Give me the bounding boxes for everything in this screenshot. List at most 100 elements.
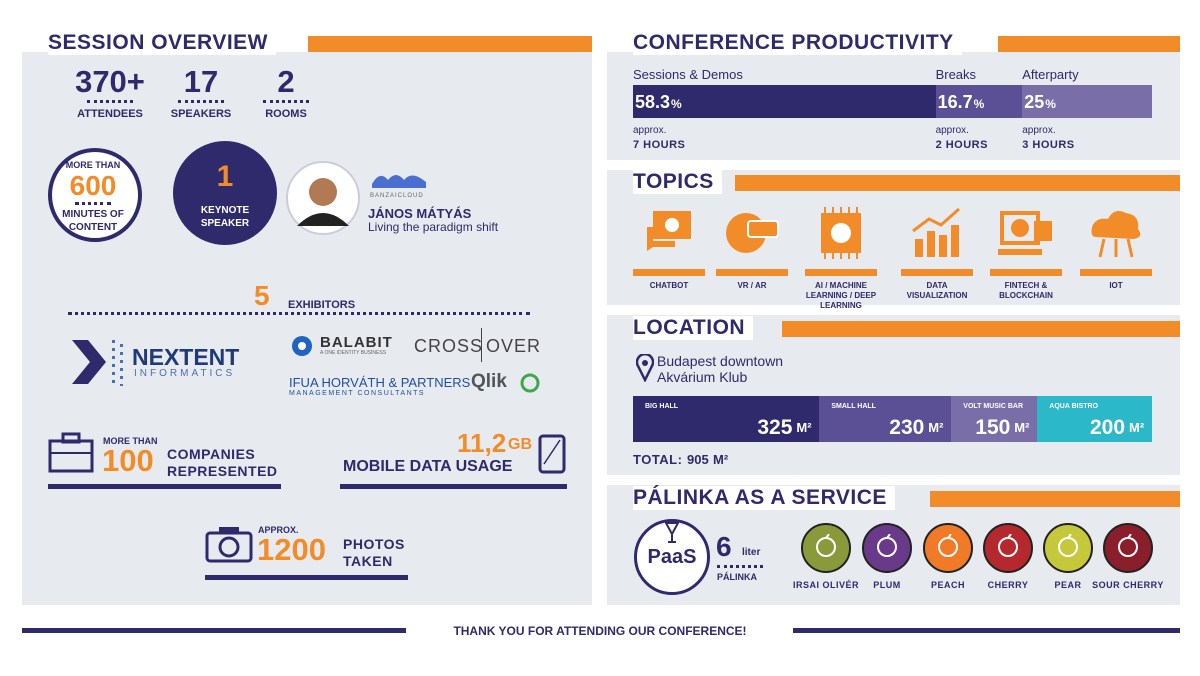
- dotted-line: [68, 312, 530, 315]
- flavor-name: PLUM: [873, 580, 901, 590]
- segment-bar: [633, 85, 936, 118]
- footer-line: [22, 628, 406, 633]
- topic-label: VR / AR: [737, 281, 767, 290]
- panel: [22, 52, 592, 605]
- flavor-fruit: [1118, 534, 1138, 557]
- stat-label: ATTENDEES: [77, 108, 143, 120]
- crossover-b: OVER: [486, 336, 542, 356]
- topic-label: CHATBOT: [649, 281, 689, 290]
- topic-underline: [716, 269, 788, 276]
- stat-label: SPEAKERS: [170, 108, 232, 120]
- segment-name: Afterparty: [1022, 67, 1079, 82]
- underline: [340, 484, 567, 489]
- paas-text: PaaS: [647, 546, 697, 568]
- hall-bar: [951, 396, 1038, 442]
- phone-icon: [538, 434, 566, 474]
- segment-approx: approx.: [633, 125, 667, 136]
- flavor-fruit: [816, 534, 836, 557]
- segment-name: Breaks: [935, 67, 977, 82]
- section-title: CONFERENCE PRODUCTIVITY: [633, 31, 962, 55]
- ifua-logo: IFUA HORVÁTH & PARTNERS: [289, 375, 471, 390]
- speaker-talk: Living the paradigm shift: [368, 220, 499, 234]
- flavor-fruit: [877, 534, 897, 557]
- companies-label: COMPANIES REPRESENTED: [167, 446, 278, 479]
- hall-bar: [819, 396, 952, 442]
- topic-underline: [1080, 269, 1152, 276]
- total-value: 905: [687, 452, 709, 467]
- flavor-fruit: [1058, 534, 1078, 557]
- header-bar: [782, 321, 1180, 337]
- stat-label: ROOMS: [265, 108, 307, 120]
- nextent-sub: INFORMATICS: [134, 368, 236, 379]
- hall-unit: M²: [1129, 420, 1145, 435]
- flavor-circle: [801, 523, 851, 573]
- topic-label: AI / MACHINE LEARNING / DEEP LEARNING: [805, 281, 877, 310]
- flavor-name: PEACH: [930, 580, 965, 590]
- flavor-fruit: [998, 534, 1018, 557]
- content-circle: [48, 148, 142, 242]
- segment-value: 16.7: [937, 92, 973, 112]
- footer-line: [793, 628, 1180, 633]
- header-bar: [930, 491, 1180, 507]
- header-bar: [735, 175, 1180, 191]
- topic-icon: [1091, 211, 1141, 258]
- segment-unit: %: [973, 97, 985, 111]
- dotted-line: [207, 196, 243, 199]
- flavor-fruit: [938, 534, 958, 557]
- segment-bar: [935, 85, 1023, 118]
- hall-bar: [1037, 396, 1152, 442]
- segment-duration: 2 HOURS: [935, 139, 988, 151]
- hall-unit: M²: [1014, 420, 1030, 435]
- stat-value: 2: [277, 64, 295, 99]
- amount-value: 6: [716, 531, 732, 562]
- keynote-circle: [173, 141, 277, 245]
- topic-underline: [805, 269, 877, 276]
- section-title: SESSION OVERVIEW: [48, 31, 276, 55]
- mobile-label: MOBILE DATA USAGE: [343, 458, 513, 475]
- flavor-name: PEAR: [1054, 580, 1082, 590]
- segment-unit: %: [1045, 97, 1056, 111]
- topic-label: IOT: [1109, 281, 1123, 290]
- segment-approx: approx.: [1022, 125, 1056, 136]
- mobile-unit: GB: [508, 436, 532, 453]
- exhibitors-value: 5: [254, 280, 270, 311]
- flavor-circle: [862, 523, 912, 573]
- flavor-circle: [923, 523, 973, 573]
- keynote-label: KEYNOTE SPEAKER: [200, 205, 250, 229]
- amount-label: PÁLINKA: [717, 572, 757, 582]
- camera-icon: [205, 527, 253, 563]
- hall-area: 150: [975, 416, 1011, 439]
- total-label: TOTAL:: [633, 452, 683, 467]
- footer-text: THANK YOU FOR ATTENDING OUR CONFERENCE!: [453, 624, 747, 638]
- banzai-logo: [372, 175, 426, 188]
- amount-unit: liter: [742, 547, 761, 558]
- hall-name: VOLT MUSIC BAR: [963, 403, 1024, 410]
- photos-label: PHOTOS TAKEN: [343, 536, 405, 569]
- glass-icon: [665, 522, 679, 543]
- dotted-line: [717, 565, 763, 568]
- content-value: 600: [69, 170, 117, 201]
- crossover-a: CROSS: [414, 336, 484, 356]
- segment-bar: [1022, 85, 1152, 118]
- topic-underline: [633, 269, 705, 276]
- flavor-name: SOUR CHERRY: [1092, 580, 1164, 590]
- segment-value: 58.3: [635, 92, 671, 112]
- hall-bar: [633, 396, 820, 442]
- qlik-mark: [520, 373, 540, 393]
- content-prefix: MORE THAN: [65, 160, 121, 170]
- photos-prefix: Approx.: [258, 525, 299, 535]
- hall-name: SMALL HALL: [831, 403, 876, 410]
- nextent-mark: [72, 340, 123, 386]
- balabit-mark: [292, 336, 312, 356]
- topic-icon: [647, 211, 691, 251]
- ifua-sub: MANAGEMENT CONSULTANTS: [289, 390, 426, 397]
- hall-area: 200: [1090, 416, 1126, 439]
- balabit-logo: BALABIT: [320, 334, 393, 351]
- topic-icon: [821, 207, 861, 259]
- balabit-sub: A ONE IDENTITY BUSINESS: [320, 350, 387, 356]
- flavor-circle: [983, 523, 1033, 573]
- header-bar: [308, 36, 592, 52]
- companies-prefix: MORE THAN: [103, 436, 158, 446]
- topic-icon: [998, 211, 1052, 255]
